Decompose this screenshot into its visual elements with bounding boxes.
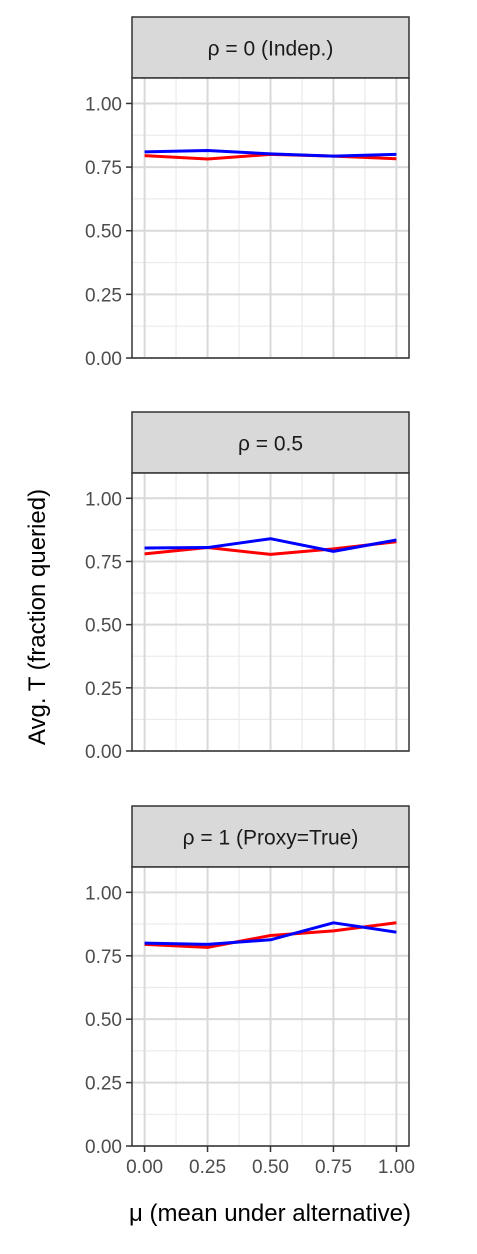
series-line [144, 921, 397, 946]
facet-panel: ρ = 0 (Indep.) 0.00 0.25 0.50 0.75 1.00 [85, 16, 410, 370]
y-tick-label: 0.50 [85, 616, 122, 637]
y-tick-label: 0.25 [85, 1074, 122, 1095]
facet-strip-label: ρ = 0.5 [238, 433, 303, 456]
panel-frame [131, 77, 410, 359]
x-tick-label: 0.50 [252, 1157, 289, 1178]
y-tick-label: 0.50 [85, 222, 122, 243]
y-tick-label: 1.00 [85, 94, 122, 115]
x-tick-label: 0.00 [126, 1157, 163, 1178]
y-tick-label: 1.00 [85, 489, 122, 510]
y-tick-label: 0.75 [85, 158, 122, 179]
y-tick-label: 0.25 [85, 285, 122, 306]
series-line [144, 921, 397, 949]
x-tick-label: 0.75 [315, 1157, 352, 1178]
x-axis-title: μ (mean under alternative) [129, 1200, 411, 1227]
y-tick-label: 1.00 [85, 883, 122, 904]
y-tick-label: 0.00 [85, 349, 122, 370]
y-tick-label: 0.50 [85, 1010, 122, 1031]
y-tick-label: 0.00 [85, 742, 122, 763]
facet-strip [131, 16, 410, 79]
y-tick-label: 0.75 [85, 947, 122, 968]
facet-strip-label: ρ = 1 (Proxy=True) [183, 827, 359, 850]
facet-panel: ρ = 0.5 0.00 0.25 0.50 0.75 1.00 [85, 411, 410, 763]
series-line [144, 149, 397, 158]
y-tick-label: 0.75 [85, 552, 122, 573]
x-tick-label: 0.25 [189, 1157, 226, 1178]
facet-strip-label: ρ = 0 (Indep.) [208, 38, 334, 61]
y-tick-label: 0.25 [85, 679, 122, 700]
series-line [144, 537, 397, 553]
x-tick-label: 1.00 [378, 1157, 415, 1178]
panel-frame [131, 472, 410, 752]
y-axis-title: Avg. T (fraction queried) [24, 489, 51, 745]
facet-strip [131, 805, 410, 868]
y-tick-label: 0.00 [85, 1137, 122, 1158]
facet-panel: ρ = 1 (Proxy=True) 0.00 0.25 0.50 0.75 1.00 0.… [85, 805, 415, 1178]
